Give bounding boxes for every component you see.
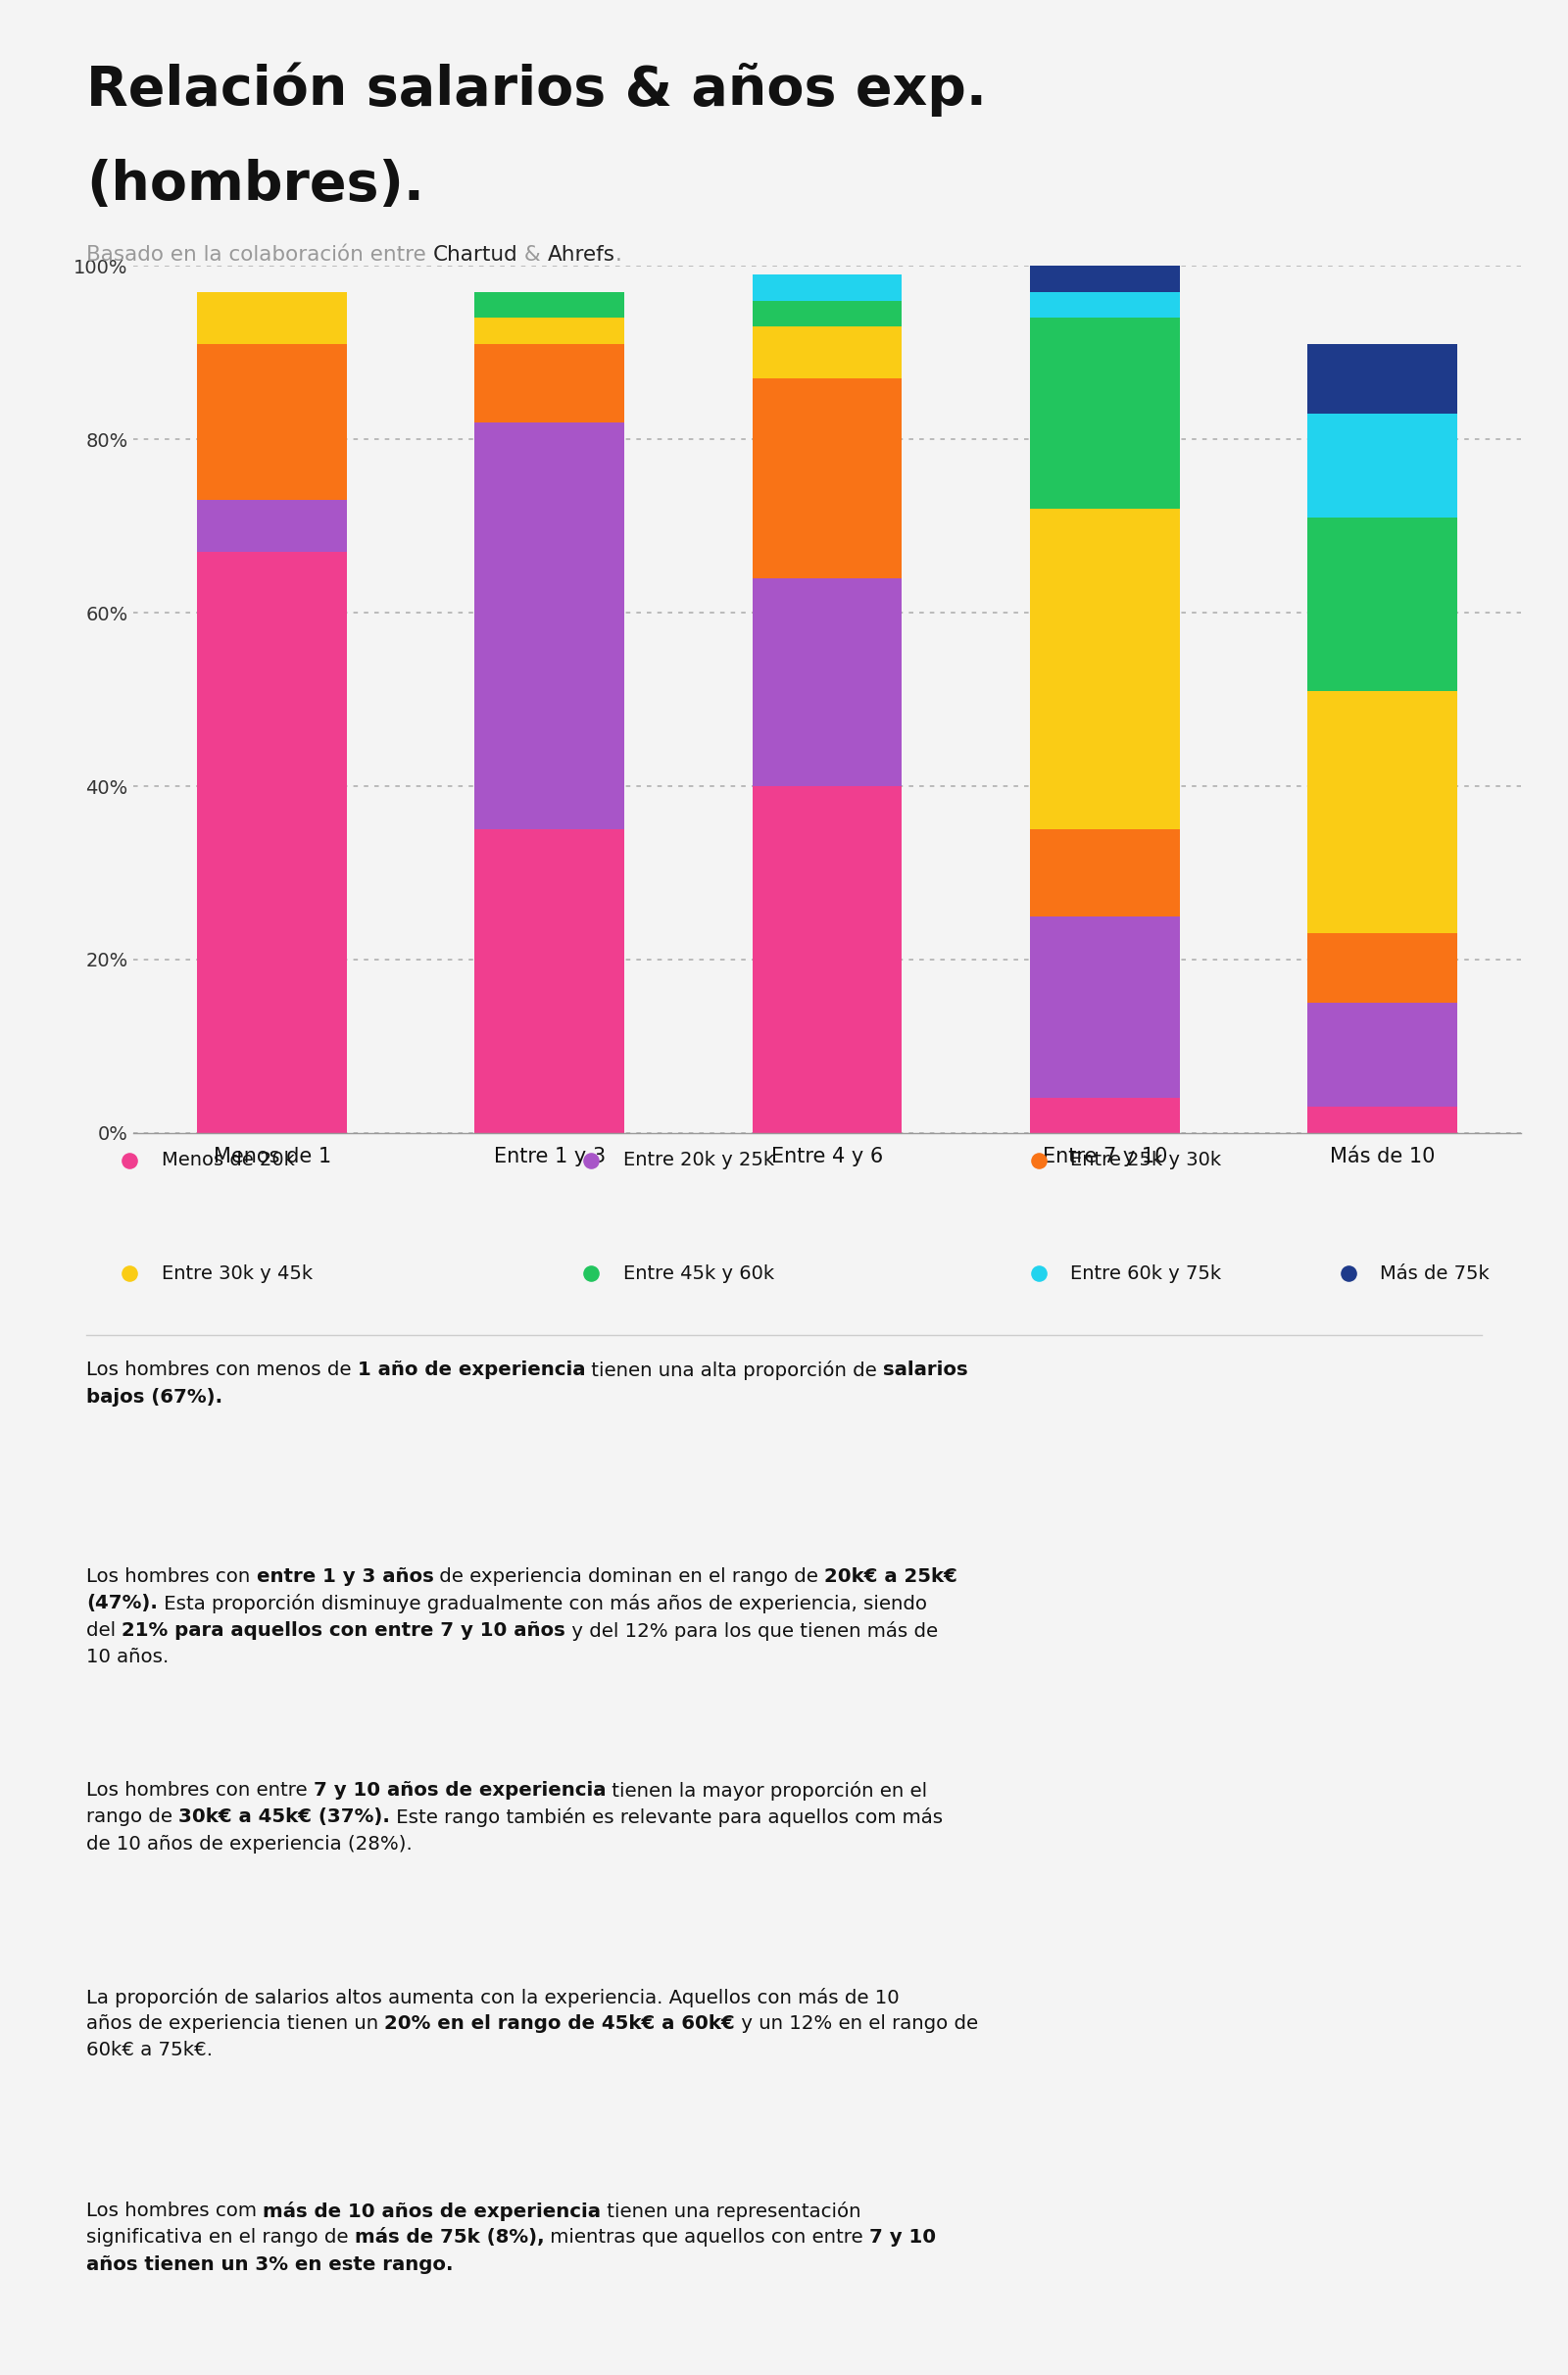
Text: Entre 25k y 30k: Entre 25k y 30k [1069, 1152, 1221, 1171]
Text: 21% para aquellos con entre 7 y 10 años: 21% para aquellos con entre 7 y 10 años [122, 1620, 566, 1639]
Bar [1308, 1107, 1457, 1133]
Bar [475, 423, 624, 829]
Text: más de 75k (8%),: más de 75k (8%), [354, 2228, 544, 2247]
Text: Ahrefs: Ahrefs [547, 245, 615, 264]
Text: entre 1 y 3 años: entre 1 y 3 años [256, 1568, 433, 1586]
Bar [1308, 1002, 1457, 1107]
Text: 7 y 10 años de experiencia: 7 y 10 años de experiencia [314, 1781, 605, 1800]
Text: años tienen un 3% en este rango.: años tienen un 3% en este rango. [86, 2254, 453, 2273]
Text: 60k€ a 75k€.: 60k€ a 75k€. [86, 2040, 213, 2059]
Text: tienen la mayor proporción en el: tienen la mayor proporción en el [605, 1781, 928, 1800]
Bar [1030, 1097, 1179, 1133]
Bar [1308, 344, 1457, 413]
Bar [1308, 933, 1457, 1002]
Bar [1308, 518, 1457, 691]
Bar [475, 344, 624, 423]
Bar [1308, 691, 1457, 933]
Text: Entre 60k y 75k: Entre 60k y 75k [1069, 1264, 1221, 1282]
Bar [198, 292, 347, 344]
Text: La proporción de salarios altos aumenta con la experiencia. Aquellos con más de : La proporción de salarios altos aumenta … [86, 1988, 900, 2007]
Text: más de 10 años de experiencia: más de 10 años de experiencia [263, 2202, 601, 2221]
Text: años de experiencia tienen un: años de experiencia tienen un [86, 2014, 384, 2033]
Text: Este rango también es relevante para aquellos com más: Este rango también es relevante para aqu… [390, 1807, 942, 1826]
Bar [198, 551, 347, 1133]
Text: y del 12% para los que tienen más de: y del 12% para los que tienen más de [566, 1620, 938, 1641]
Bar [1030, 292, 1179, 318]
Bar [1030, 508, 1179, 829]
Bar [753, 302, 902, 328]
Text: Entre 45k y 60k: Entre 45k y 60k [622, 1264, 775, 1282]
Text: Los hombres con entre: Los hombres con entre [86, 1781, 314, 1800]
Text: Entre 20k y 25k: Entre 20k y 25k [622, 1152, 775, 1171]
Bar [1308, 413, 1457, 518]
Text: salarios: salarios [883, 1361, 967, 1380]
Bar [753, 378, 902, 577]
Bar [753, 786, 902, 1133]
Bar [475, 292, 624, 318]
Text: mientras que aquellos con entre: mientras que aquellos con entre [544, 2228, 870, 2247]
Text: del: del [86, 1620, 122, 1639]
Text: 20k€ a 25k€: 20k€ a 25k€ [825, 1568, 958, 1586]
Bar [475, 829, 624, 1133]
Text: tienen una alta proporción de: tienen una alta proporción de [585, 1361, 883, 1380]
Bar [475, 318, 624, 344]
Text: (hombres).: (hombres). [86, 159, 425, 211]
Point [1189, 14, 1214, 52]
Text: rango de: rango de [86, 1807, 179, 1826]
Text: Los hombres con menos de: Los hombres con menos de [86, 1361, 358, 1380]
Text: y un 12% en el rango de: y un 12% en el rango de [735, 2014, 978, 2033]
Text: de experiencia dominan en el rango de: de experiencia dominan en el rango de [433, 1568, 825, 1586]
Text: Basado en la colaboración entre: Basado en la colaboración entre [86, 245, 433, 264]
Bar [198, 344, 347, 501]
Text: 7 y 10: 7 y 10 [870, 2228, 936, 2247]
Bar [1030, 266, 1179, 292]
Text: Esta proporción disminuye gradualmente con más años de experiencia, siendo: Esta proporción disminuye gradualmente c… [158, 1594, 927, 1613]
Text: .: . [615, 245, 622, 264]
Bar [1030, 917, 1179, 1097]
Text: 20% en el rango de 45k€ a 60k€: 20% en el rango de 45k€ a 60k€ [384, 2014, 735, 2033]
Text: 1 año de experiencia: 1 año de experiencia [358, 1361, 585, 1380]
Bar [753, 328, 902, 378]
Text: Chartud: Chartud [433, 245, 517, 264]
Text: (47%).: (47%). [86, 1594, 158, 1613]
Bar [753, 577, 902, 786]
Text: Los hombres com: Los hombres com [86, 2202, 263, 2221]
Text: 30k€ a 45k€ (37%).: 30k€ a 45k€ (37%). [179, 1807, 390, 1826]
Text: Más de 75k: Más de 75k [1380, 1264, 1490, 1282]
Point [1189, 1043, 1214, 1081]
Bar [1030, 829, 1179, 917]
Bar [1030, 318, 1179, 508]
Text: significativa en el rango de: significativa en el rango de [86, 2228, 354, 2247]
Bar [198, 501, 347, 551]
Text: Entre 30k y 45k: Entre 30k y 45k [162, 1264, 312, 1282]
Text: &: & [517, 245, 547, 264]
Text: Menos de 20k: Menos de 20k [162, 1152, 295, 1171]
Text: Relación salarios & años exp.: Relación salarios & años exp. [86, 62, 986, 116]
Text: Los hombres con: Los hombres con [86, 1568, 256, 1586]
Text: tienen una representación: tienen una representación [601, 2202, 861, 2221]
Bar [753, 276, 902, 302]
Text: 10 años.: 10 años. [86, 1648, 169, 1667]
Text: de 10 años de experiencia (28%).: de 10 años de experiencia (28%). [86, 1834, 412, 1852]
Text: bajos (67%).: bajos (67%). [86, 1387, 223, 1406]
